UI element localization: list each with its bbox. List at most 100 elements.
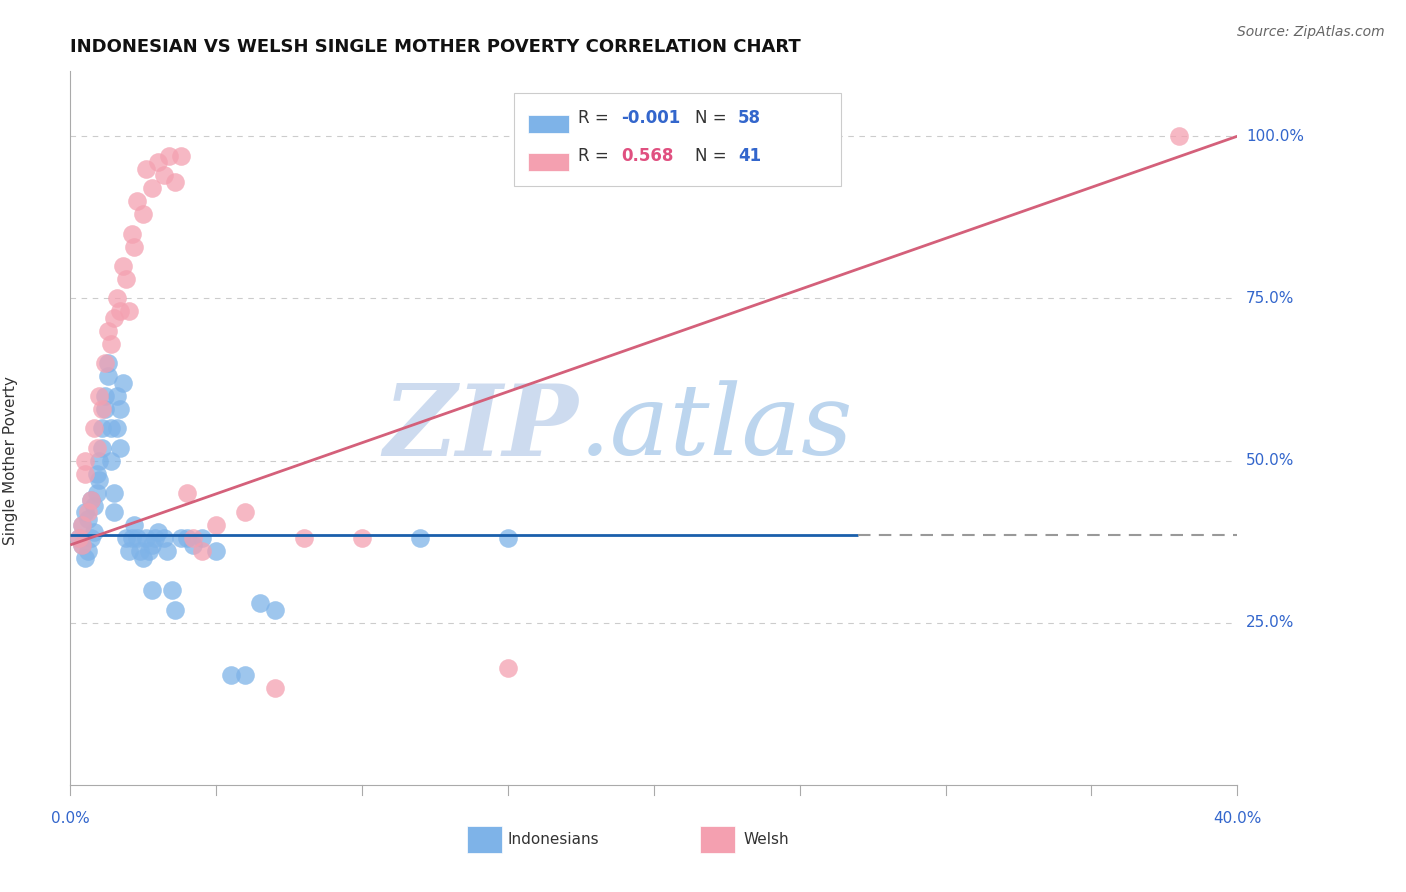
Point <box>146 524 169 539</box>
Point <box>105 292 128 306</box>
Point <box>124 239 146 253</box>
Point <box>73 453 96 467</box>
Text: 75.0%: 75.0% <box>1246 291 1295 306</box>
Point <box>165 175 187 189</box>
Point <box>100 453 122 467</box>
Point <box>129 544 152 558</box>
Point <box>108 304 131 318</box>
Point <box>152 168 174 182</box>
Point <box>70 518 93 533</box>
Point <box>162 583 184 598</box>
Point <box>111 259 134 273</box>
Text: ZIP: ZIP <box>382 380 578 476</box>
Point <box>80 532 103 546</box>
Point <box>141 538 163 552</box>
Text: 58: 58 <box>738 109 761 127</box>
Point <box>352 532 374 546</box>
Point <box>70 518 93 533</box>
Point <box>86 441 108 455</box>
Text: 40.0%: 40.0% <box>1213 811 1261 826</box>
Point <box>105 421 128 435</box>
Point <box>73 550 96 565</box>
Point <box>1167 129 1189 144</box>
Point <box>73 467 96 481</box>
Point <box>135 532 157 546</box>
Point <box>83 524 105 539</box>
Point <box>127 194 149 208</box>
Point <box>496 661 519 675</box>
Point <box>190 544 212 558</box>
Point <box>127 532 149 546</box>
Point <box>91 421 114 435</box>
Point <box>118 304 141 318</box>
Point <box>86 486 108 500</box>
Point <box>76 506 98 520</box>
Point <box>91 401 114 416</box>
Point <box>124 518 146 533</box>
Point <box>111 376 134 390</box>
Point <box>67 532 90 546</box>
Point <box>94 389 117 403</box>
Point <box>132 207 155 221</box>
Point <box>97 369 120 384</box>
Point <box>97 324 120 338</box>
Point <box>205 544 228 558</box>
Point <box>121 227 143 241</box>
Point <box>103 506 125 520</box>
Text: 50.0%: 50.0% <box>1246 453 1295 468</box>
FancyBboxPatch shape <box>527 153 568 170</box>
Point <box>97 356 120 370</box>
Text: -0.001: -0.001 <box>621 109 681 127</box>
Point <box>83 421 105 435</box>
Text: R =: R = <box>578 146 609 164</box>
Point <box>94 401 117 416</box>
Text: 25.0%: 25.0% <box>1246 615 1295 631</box>
Point <box>103 310 125 325</box>
Point <box>76 544 98 558</box>
Point <box>135 161 157 176</box>
Point <box>89 473 111 487</box>
Point <box>141 583 163 598</box>
Point <box>263 603 285 617</box>
Point <box>170 149 193 163</box>
Point <box>80 492 103 507</box>
Point <box>141 181 163 195</box>
Point <box>219 667 242 681</box>
Point <box>94 356 117 370</box>
Text: N =: N = <box>695 109 727 127</box>
Point <box>108 401 131 416</box>
Point <box>70 538 93 552</box>
Point <box>89 453 111 467</box>
Point <box>143 532 166 546</box>
Text: 0.0%: 0.0% <box>51 811 90 826</box>
Text: R =: R = <box>578 109 609 127</box>
Text: .atlas: .atlas <box>578 381 852 475</box>
Point <box>86 467 108 481</box>
Point <box>103 486 125 500</box>
Point <box>108 441 131 455</box>
Point <box>76 512 98 526</box>
Point <box>73 506 96 520</box>
Text: INDONESIAN VS WELSH SINGLE MOTHER POVERTY CORRELATION CHART: INDONESIAN VS WELSH SINGLE MOTHER POVERT… <box>70 38 801 56</box>
Point <box>138 544 160 558</box>
Text: Single Mother Poverty: Single Mother Poverty <box>3 376 18 545</box>
FancyBboxPatch shape <box>527 115 568 133</box>
Point <box>146 155 169 169</box>
Point <box>121 532 143 546</box>
Point <box>409 532 432 546</box>
Text: Indonesians: Indonesians <box>508 831 599 847</box>
Point <box>89 389 111 403</box>
Point <box>233 506 256 520</box>
Point <box>105 389 128 403</box>
Point <box>233 667 256 681</box>
Point <box>67 532 90 546</box>
Point <box>176 532 198 546</box>
Point <box>100 421 122 435</box>
Point <box>181 538 204 552</box>
FancyBboxPatch shape <box>467 826 502 853</box>
Point <box>155 544 177 558</box>
Point <box>165 603 187 617</box>
Point <box>190 532 212 546</box>
Point <box>132 550 155 565</box>
Point <box>118 544 141 558</box>
